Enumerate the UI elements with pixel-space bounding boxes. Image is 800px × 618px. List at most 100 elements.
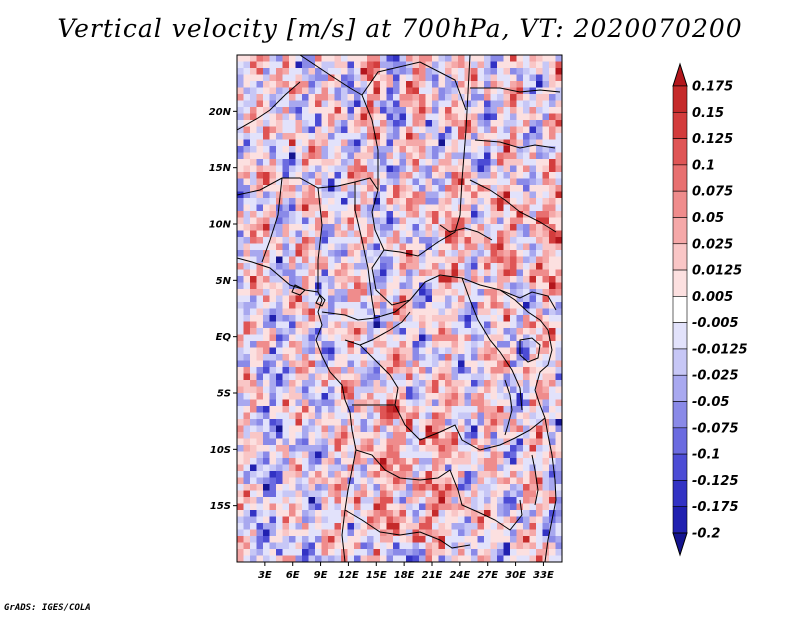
- field-cell: [237, 126, 244, 134]
- field-cell: [360, 224, 368, 231]
- field-cell: [360, 464, 368, 472]
- field-cell: [425, 81, 433, 88]
- velocity-field: [237, 55, 562, 562]
- field-cell: [477, 68, 485, 75]
- field-cell: [484, 438, 491, 446]
- field-cell: [354, 256, 361, 264]
- field-cell: [464, 263, 472, 270]
- field-cell: [321, 269, 329, 277]
- field-cell: [451, 393, 459, 400]
- field-cell: [250, 477, 257, 485]
- field-cell: [256, 243, 264, 251]
- field-cell: [399, 55, 407, 62]
- field-cell: [347, 386, 355, 394]
- field-cell: [536, 165, 543, 173]
- field-cell: [243, 529, 251, 537]
- x-tick-label: 21E: [422, 570, 443, 581]
- field-cell: [399, 237, 407, 244]
- field-cell: [438, 120, 446, 127]
- field-cell: [497, 354, 504, 361]
- field-cell: [347, 529, 355, 537]
- field-cell: [516, 477, 524, 485]
- field-cell: [438, 555, 446, 562]
- field-cell: [256, 87, 264, 95]
- field-cell: [328, 178, 335, 186]
- field-cell: [250, 471, 257, 478]
- colorbar-swatch: [672, 480, 688, 508]
- field-cell: [347, 94, 355, 101]
- field-cell: [438, 536, 446, 543]
- field-cell: [243, 334, 251, 342]
- field-cell: [412, 367, 420, 374]
- field-cell: [269, 172, 277, 179]
- field-cell: [360, 295, 368, 303]
- field-cell: [419, 464, 426, 472]
- field-cell: [243, 347, 251, 355]
- field-cell: [445, 211, 452, 218]
- field-cell: [503, 432, 511, 439]
- field-cell: [503, 178, 511, 186]
- field-cell: [386, 74, 394, 82]
- field-cell: [386, 451, 394, 459]
- field-cell: [529, 100, 537, 108]
- field-cell: [269, 282, 277, 290]
- field-cell: [347, 237, 355, 244]
- field-cell: [419, 237, 426, 244]
- field-cell: [289, 230, 296, 238]
- field-cell: [367, 165, 374, 173]
- field-cell: [386, 178, 394, 186]
- field-cell: [315, 315, 322, 322]
- field-cell: [289, 477, 296, 485]
- field-cell: [542, 425, 550, 433]
- field-cell: [282, 55, 290, 62]
- field-cell: [503, 445, 511, 452]
- field-cell: [243, 165, 251, 173]
- field-cell: [282, 165, 290, 173]
- field-cell: [484, 250, 491, 257]
- field-cell: [373, 269, 381, 277]
- field-cell: [295, 185, 303, 192]
- field-cell: [347, 367, 355, 374]
- field-cell: [477, 81, 485, 88]
- field-cell: [341, 399, 348, 407]
- field-cell: [380, 217, 387, 225]
- field-cell: [276, 328, 283, 335]
- field-cell: [341, 126, 348, 134]
- field-cell: [393, 139, 400, 147]
- field-cell: [393, 55, 400, 62]
- field-cell: [360, 172, 368, 179]
- colorbar-swatch: [672, 427, 688, 455]
- field-cell: [536, 276, 543, 283]
- field-cell: [523, 100, 530, 108]
- field-cell: [425, 451, 433, 459]
- field-cell: [295, 204, 303, 212]
- field-cell: [341, 191, 348, 199]
- field-cell: [412, 120, 420, 127]
- field-cell: [477, 445, 485, 452]
- field-cell: [328, 549, 335, 556]
- field-cell: [386, 269, 394, 277]
- field-cell: [503, 341, 511, 348]
- field-cell: [302, 289, 309, 296]
- field-cell: [464, 490, 472, 498]
- field-cell: [256, 302, 264, 309]
- field-cell: [393, 347, 400, 355]
- field-cell: [477, 328, 485, 335]
- field-cell: [354, 510, 361, 517]
- field-cell: [438, 263, 446, 270]
- field-cell: [419, 204, 426, 212]
- field-cell: [542, 133, 550, 140]
- field-cell: [432, 113, 439, 121]
- field-cell: [243, 451, 251, 459]
- field-cell: [503, 191, 511, 199]
- field-cell: [458, 230, 465, 238]
- field-cell: [341, 341, 348, 348]
- field-cell: [536, 334, 543, 342]
- field-cell: [484, 529, 491, 537]
- border-17: [474, 139, 556, 149]
- field-cell: [367, 419, 374, 426]
- field-cell: [425, 354, 433, 361]
- field-cell: [529, 165, 537, 173]
- field-cell: [477, 172, 485, 179]
- field-cell: [510, 120, 517, 127]
